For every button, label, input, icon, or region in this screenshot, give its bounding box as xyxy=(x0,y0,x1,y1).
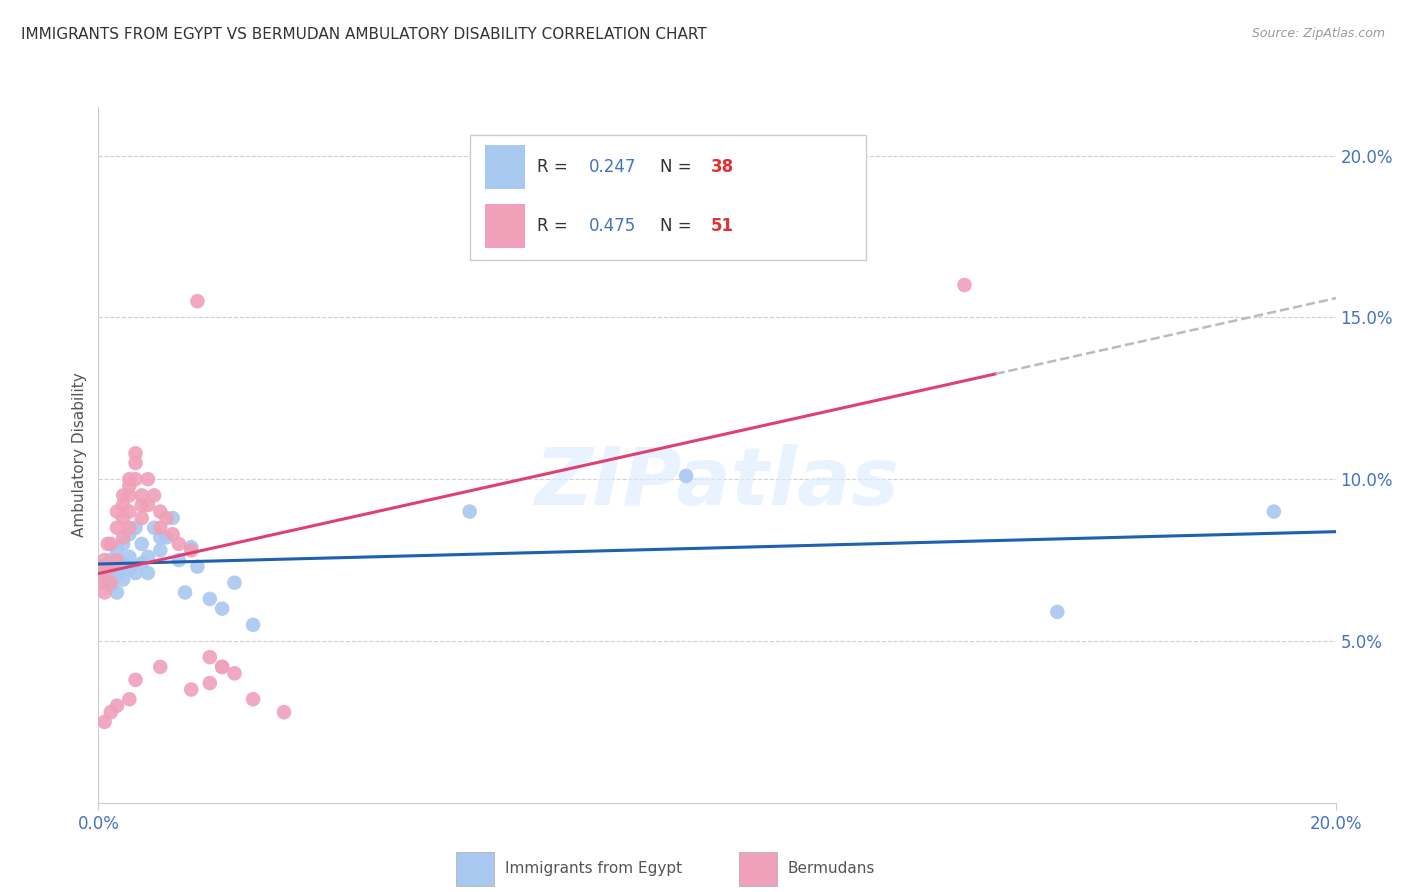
Point xyxy=(118,527,141,541)
Point xyxy=(198,650,221,665)
Point xyxy=(105,504,128,518)
Point xyxy=(112,557,135,571)
Point xyxy=(136,498,159,512)
Point xyxy=(211,660,233,674)
Point xyxy=(124,521,146,535)
Point xyxy=(105,566,128,580)
Point xyxy=(131,511,153,525)
Point xyxy=(675,469,697,483)
Point xyxy=(118,504,141,518)
Point xyxy=(105,543,128,558)
Point xyxy=(103,563,125,577)
Point xyxy=(93,585,115,599)
Point xyxy=(90,575,112,590)
Point xyxy=(90,559,112,574)
Point xyxy=(136,472,159,486)
Point xyxy=(93,714,115,729)
Point xyxy=(105,553,128,567)
Point xyxy=(162,511,184,525)
Point xyxy=(162,527,184,541)
Point xyxy=(105,698,128,713)
Point xyxy=(124,446,146,460)
Point xyxy=(155,531,177,545)
Point xyxy=(149,521,172,535)
Point xyxy=(100,575,122,590)
Point xyxy=(118,692,141,706)
Point xyxy=(100,559,122,574)
Point xyxy=(97,537,120,551)
Point xyxy=(211,601,233,615)
Point xyxy=(136,566,159,580)
Point xyxy=(112,531,135,545)
Text: Source: ZipAtlas.com: Source: ZipAtlas.com xyxy=(1251,27,1385,40)
Point xyxy=(149,504,172,518)
Point xyxy=(953,278,976,293)
Point xyxy=(112,537,135,551)
Point xyxy=(112,488,135,502)
Point xyxy=(105,521,128,535)
Point xyxy=(149,531,172,545)
Point xyxy=(149,543,172,558)
Point xyxy=(143,521,166,535)
Point xyxy=(131,557,153,571)
Point xyxy=(211,660,233,674)
Point xyxy=(118,478,141,492)
Point xyxy=(180,682,202,697)
Text: ZIPatlas: ZIPatlas xyxy=(534,443,900,522)
Point xyxy=(136,549,159,564)
Point xyxy=(131,537,153,551)
Text: IMMIGRANTS FROM EGYPT VS BERMUDAN AMBULATORY DISABILITY CORRELATION CHART: IMMIGRANTS FROM EGYPT VS BERMUDAN AMBULA… xyxy=(21,27,707,42)
Point xyxy=(198,676,221,690)
Point xyxy=(167,537,190,551)
Point xyxy=(149,660,172,674)
Point xyxy=(224,575,246,590)
Point xyxy=(186,294,208,309)
Point xyxy=(198,591,221,606)
Point xyxy=(97,575,120,590)
Point xyxy=(118,488,141,502)
Point xyxy=(124,456,146,470)
Point xyxy=(112,498,135,512)
Point xyxy=(93,563,115,577)
Point xyxy=(118,563,141,577)
Point xyxy=(143,488,166,502)
Point xyxy=(93,553,115,567)
Point xyxy=(100,553,122,567)
Point xyxy=(167,553,190,567)
Point xyxy=(242,617,264,632)
Point xyxy=(242,692,264,706)
Point xyxy=(224,666,246,681)
Point xyxy=(112,511,135,525)
Point xyxy=(180,540,202,554)
Point xyxy=(124,673,146,687)
Y-axis label: Ambulatory Disability: Ambulatory Disability xyxy=(72,373,87,537)
Point xyxy=(118,521,141,535)
Point xyxy=(105,585,128,599)
Point xyxy=(100,579,122,593)
Point xyxy=(1263,504,1285,518)
Point xyxy=(458,504,481,518)
Point xyxy=(124,566,146,580)
Point xyxy=(180,543,202,558)
Point xyxy=(124,472,146,486)
Point xyxy=(100,705,122,719)
Point xyxy=(112,573,135,587)
Point xyxy=(1046,605,1069,619)
Point xyxy=(155,511,177,525)
Point xyxy=(273,705,295,719)
Point xyxy=(100,537,122,551)
Point xyxy=(93,569,115,583)
Point xyxy=(131,488,153,502)
Point xyxy=(118,472,141,486)
Point xyxy=(118,549,141,564)
Point xyxy=(186,559,208,574)
Point xyxy=(131,498,153,512)
Point xyxy=(174,585,197,599)
